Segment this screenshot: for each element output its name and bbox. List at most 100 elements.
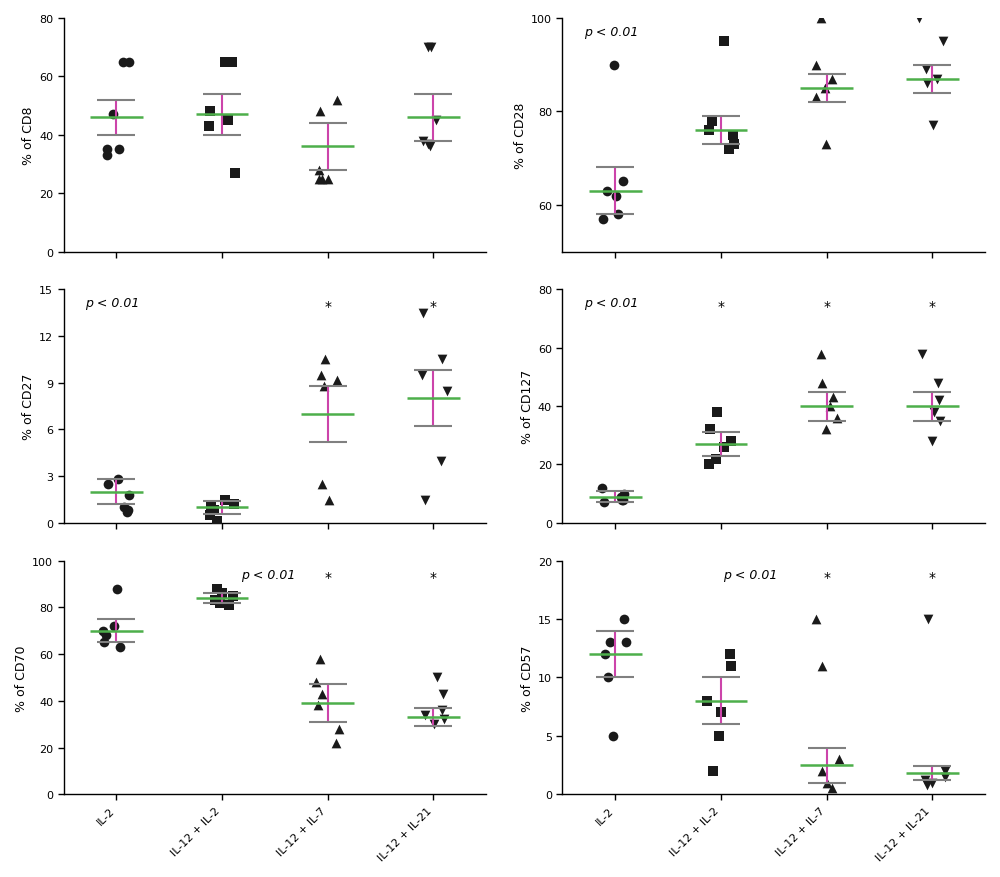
Point [726,138,742,152]
Point [595,212,611,226]
Point [96,636,112,650]
Point [618,636,634,650]
Point [725,129,741,143]
Point [920,612,936,626]
Point [435,687,451,701]
Point [317,353,333,367]
Point [121,488,137,503]
Point [937,770,953,784]
Point [314,173,330,187]
Text: *: * [823,570,830,584]
Point [202,509,218,523]
Point [596,496,612,510]
Point [99,143,115,157]
Point [311,173,327,187]
Point [115,56,131,70]
Point [212,596,228,610]
Point [227,167,243,181]
Text: p < 0.01: p < 0.01 [723,568,777,581]
Text: *: * [823,299,830,313]
Point [616,612,632,626]
Point [616,487,632,501]
Point [914,347,930,361]
Point [935,35,951,49]
Point [605,729,621,743]
Point [414,368,430,382]
Point [818,138,834,152]
Point [831,752,847,766]
Point [615,175,631,189]
Point [98,629,114,643]
Point [316,380,332,394]
Point [824,781,840,795]
Y-axis label: % of CD8: % of CD8 [22,106,35,165]
Point [321,493,337,507]
Point [119,505,135,519]
Point [310,699,326,713]
Point [417,493,433,507]
Point [819,775,835,789]
Point [918,63,934,77]
Point [713,706,729,720]
Point [709,405,725,419]
Point [109,582,125,596]
Point [201,120,217,134]
Point [723,659,739,673]
Text: *: * [430,299,437,313]
Point [417,708,433,722]
Point [708,453,724,467]
Point [209,515,225,529]
Point [217,56,233,70]
Point [320,173,336,187]
Point [415,134,431,148]
Point [312,652,328,666]
Point [312,105,328,119]
Point [813,347,829,361]
Point [331,722,347,736]
Point [615,493,631,507]
Point [701,124,717,138]
Point [613,490,629,504]
Point [917,774,933,788]
Point [110,473,126,487]
Text: p < 0.01: p < 0.01 [85,297,139,310]
Point [825,391,841,405]
Point [314,477,330,491]
Point [214,587,230,601]
Point [911,12,927,26]
Point [314,687,330,701]
Point [704,115,720,129]
Point [721,143,737,157]
Point [428,114,444,128]
Point [202,105,218,119]
Point [226,497,242,511]
Point [415,306,431,320]
Point [602,636,618,650]
Point [716,35,732,49]
Point [433,454,449,468]
Point [120,503,136,517]
Point [817,82,833,96]
Point [422,140,438,154]
Text: *: * [430,570,437,584]
Point [203,501,219,515]
Point [221,598,237,612]
Point [808,91,824,105]
Point [919,77,935,91]
Point [931,394,947,408]
Point [311,164,327,178]
Point [420,138,436,152]
Point [100,477,116,491]
Point [439,384,455,398]
Point [217,493,233,507]
Y-axis label: % of CD57: % of CD57 [521,645,534,711]
Point [610,208,626,222]
Text: p < 0.01: p < 0.01 [584,297,638,310]
Point [829,411,845,425]
Point [99,149,115,163]
Point [929,73,945,87]
Point [308,675,324,689]
Point [808,612,824,626]
Text: *: * [324,570,331,584]
Text: *: * [717,299,724,313]
